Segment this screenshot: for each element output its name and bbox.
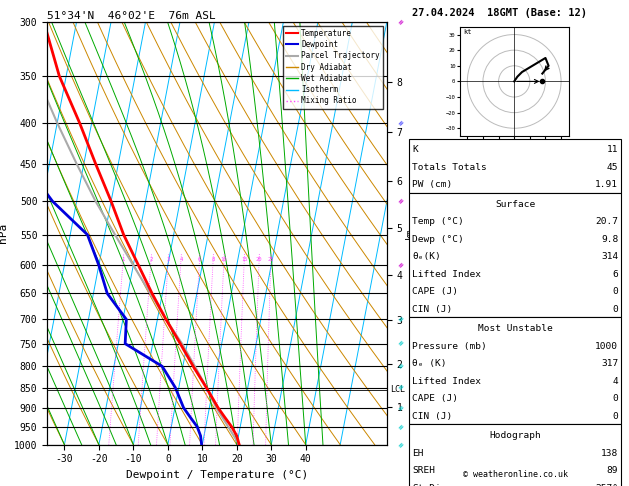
Text: ≡: ≡ — [396, 440, 406, 450]
Legend: Temperature, Dewpoint, Parcel Trajectory, Dry Adiabat, Wet Adiabat, Isotherm, Mi: Temperature, Dewpoint, Parcel Trajectory… — [283, 26, 383, 108]
Text: θₑ(K): θₑ(K) — [412, 252, 441, 261]
Text: 6: 6 — [613, 270, 618, 279]
Text: 1000: 1000 — [595, 342, 618, 351]
Text: ≡: ≡ — [396, 17, 406, 27]
Text: 2: 2 — [149, 258, 152, 262]
Text: 257°: 257° — [595, 484, 618, 486]
Text: ≡: ≡ — [396, 422, 406, 432]
Text: EH: EH — [412, 449, 423, 458]
Text: 25: 25 — [267, 258, 274, 262]
Text: θₑ (K): θₑ (K) — [412, 359, 447, 368]
Text: Totals Totals: Totals Totals — [412, 163, 487, 172]
Text: 20.7: 20.7 — [595, 217, 618, 226]
Text: K: K — [412, 145, 418, 155]
Text: CIN (J): CIN (J) — [412, 305, 452, 314]
X-axis label: Dewpoint / Temperature (°C): Dewpoint / Temperature (°C) — [126, 470, 308, 480]
Text: 317: 317 — [601, 359, 618, 368]
Text: 11: 11 — [607, 145, 618, 155]
Text: Dewp (°C): Dewp (°C) — [412, 235, 464, 244]
Text: StmDir: StmDir — [412, 484, 447, 486]
Text: PW (cm): PW (cm) — [412, 180, 452, 190]
Text: CIN (J): CIN (J) — [412, 412, 452, 421]
Text: SREH: SREH — [412, 466, 435, 475]
Text: © weatheronline.co.uk: © weatheronline.co.uk — [463, 470, 567, 479]
Text: CAPE (J): CAPE (J) — [412, 287, 458, 296]
Text: ≡: ≡ — [396, 382, 406, 393]
Text: ≡: ≡ — [396, 362, 406, 371]
Text: 3: 3 — [167, 258, 170, 262]
Text: Mixing Ratio (g/kg): Mixing Ratio (g/kg) — [443, 186, 452, 281]
Text: Hodograph: Hodograph — [489, 431, 541, 440]
Text: 10: 10 — [221, 258, 227, 262]
Text: 51°34'N  46°02'E  76m ASL: 51°34'N 46°02'E 76m ASL — [47, 11, 216, 21]
Text: ≡: ≡ — [396, 339, 406, 348]
Text: ≡: ≡ — [396, 118, 406, 128]
Text: 4: 4 — [179, 258, 182, 262]
Text: CAPE (J): CAPE (J) — [412, 394, 458, 403]
Text: Lifted Index: Lifted Index — [412, 377, 481, 386]
Text: ≡: ≡ — [396, 260, 406, 270]
Text: 9.8: 9.8 — [601, 235, 618, 244]
Text: 0: 0 — [613, 394, 618, 403]
Text: 0: 0 — [613, 287, 618, 296]
Text: 0: 0 — [613, 412, 618, 421]
Text: LCL: LCL — [390, 385, 405, 394]
Y-axis label: hPa: hPa — [0, 223, 8, 243]
Text: 138: 138 — [601, 449, 618, 458]
Text: 1: 1 — [121, 258, 125, 262]
Text: 0: 0 — [613, 305, 618, 314]
Text: kt: kt — [463, 29, 471, 35]
Text: Pressure (mb): Pressure (mb) — [412, 342, 487, 351]
Text: 89: 89 — [607, 466, 618, 475]
Text: 45: 45 — [607, 163, 618, 172]
Text: 4: 4 — [613, 377, 618, 386]
Text: ≡: ≡ — [396, 314, 406, 324]
Text: ≡: ≡ — [396, 196, 406, 206]
Text: 6: 6 — [198, 258, 201, 262]
Text: ≡: ≡ — [396, 403, 406, 413]
Text: 314: 314 — [601, 252, 618, 261]
Text: 15: 15 — [241, 258, 247, 262]
Text: 1.91: 1.91 — [595, 180, 618, 190]
Text: Lifted Index: Lifted Index — [412, 270, 481, 279]
Text: 27.04.2024  18GMT (Base: 12): 27.04.2024 18GMT (Base: 12) — [412, 8, 587, 17]
Text: Surface: Surface — [495, 200, 535, 209]
Y-axis label: km
ASL: km ASL — [405, 225, 427, 242]
Text: Most Unstable: Most Unstable — [478, 324, 552, 333]
Text: 20: 20 — [256, 258, 262, 262]
Text: 8: 8 — [211, 258, 214, 262]
Text: Temp (°C): Temp (°C) — [412, 217, 464, 226]
